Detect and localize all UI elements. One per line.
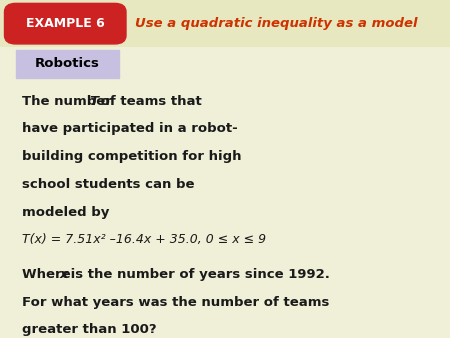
Text: of teams that: of teams that	[96, 95, 202, 107]
Text: modeled by: modeled by	[22, 206, 110, 218]
FancyBboxPatch shape	[4, 3, 126, 44]
Text: Use a quadratic inequality as a model: Use a quadratic inequality as a model	[135, 17, 418, 30]
Text: school students can be: school students can be	[22, 178, 195, 191]
Text: is the number of years since 1992.: is the number of years since 1992.	[66, 268, 330, 281]
FancyBboxPatch shape	[16, 50, 119, 78]
Text: EXAMPLE 6: EXAMPLE 6	[26, 17, 104, 30]
Text: T(x) = 7.51x² –16.4x + 35.0, 0 ≤ x ≤ 9: T(x) = 7.51x² –16.4x + 35.0, 0 ≤ x ≤ 9	[22, 233, 266, 246]
FancyBboxPatch shape	[0, 0, 450, 47]
Text: The number: The number	[22, 95, 117, 107]
Text: x: x	[59, 268, 68, 281]
Text: have participated in a robot-: have participated in a robot-	[22, 122, 238, 135]
Text: Where: Where	[22, 268, 76, 281]
Text: For what years was the number of teams: For what years was the number of teams	[22, 295, 330, 309]
Text: T: T	[89, 95, 98, 107]
Text: Robotics: Robotics	[35, 57, 100, 70]
Text: greater than 100?: greater than 100?	[22, 323, 157, 336]
Text: building competition for high: building competition for high	[22, 150, 242, 163]
